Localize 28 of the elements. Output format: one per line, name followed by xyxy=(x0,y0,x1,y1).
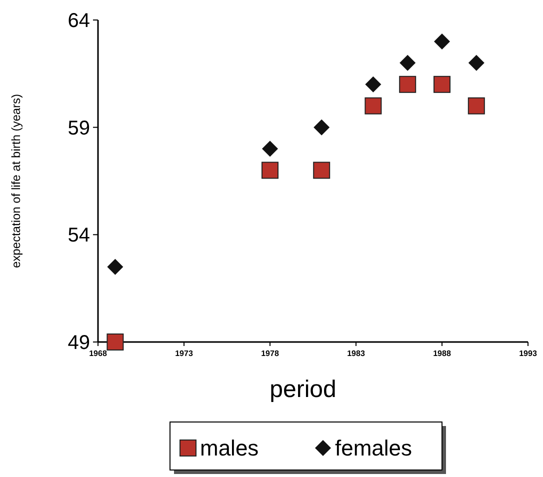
y-axis-title: expectation of life at birth (years) xyxy=(9,94,23,268)
legend-label: males xyxy=(200,436,259,461)
point xyxy=(365,76,382,92)
y-tick-label: 54 xyxy=(68,224,90,247)
point xyxy=(262,140,278,157)
x-tick-label: 1993 xyxy=(519,349,538,358)
point xyxy=(106,334,124,350)
point xyxy=(468,97,485,114)
x-tick-label: 1978 xyxy=(261,349,280,358)
point xyxy=(107,258,124,275)
point xyxy=(262,162,278,179)
point xyxy=(399,76,416,93)
x-tick-label: 1983 xyxy=(347,349,366,358)
x-tick-label: 1988 xyxy=(433,349,452,358)
y-tick-label: 64 xyxy=(68,10,90,32)
x-axis-title: period xyxy=(270,376,336,403)
y-tick-label: 59 xyxy=(68,117,90,140)
point xyxy=(468,54,484,71)
y-tick-label: 49 xyxy=(68,332,90,354)
point xyxy=(400,54,416,71)
point xyxy=(434,76,450,93)
legend-label: females xyxy=(335,436,412,461)
point xyxy=(314,119,330,136)
point xyxy=(313,162,330,179)
x-tick-label: 1968 xyxy=(89,349,108,358)
point xyxy=(434,33,450,50)
x-tick-label: 1973 xyxy=(175,349,194,358)
point xyxy=(364,97,382,114)
